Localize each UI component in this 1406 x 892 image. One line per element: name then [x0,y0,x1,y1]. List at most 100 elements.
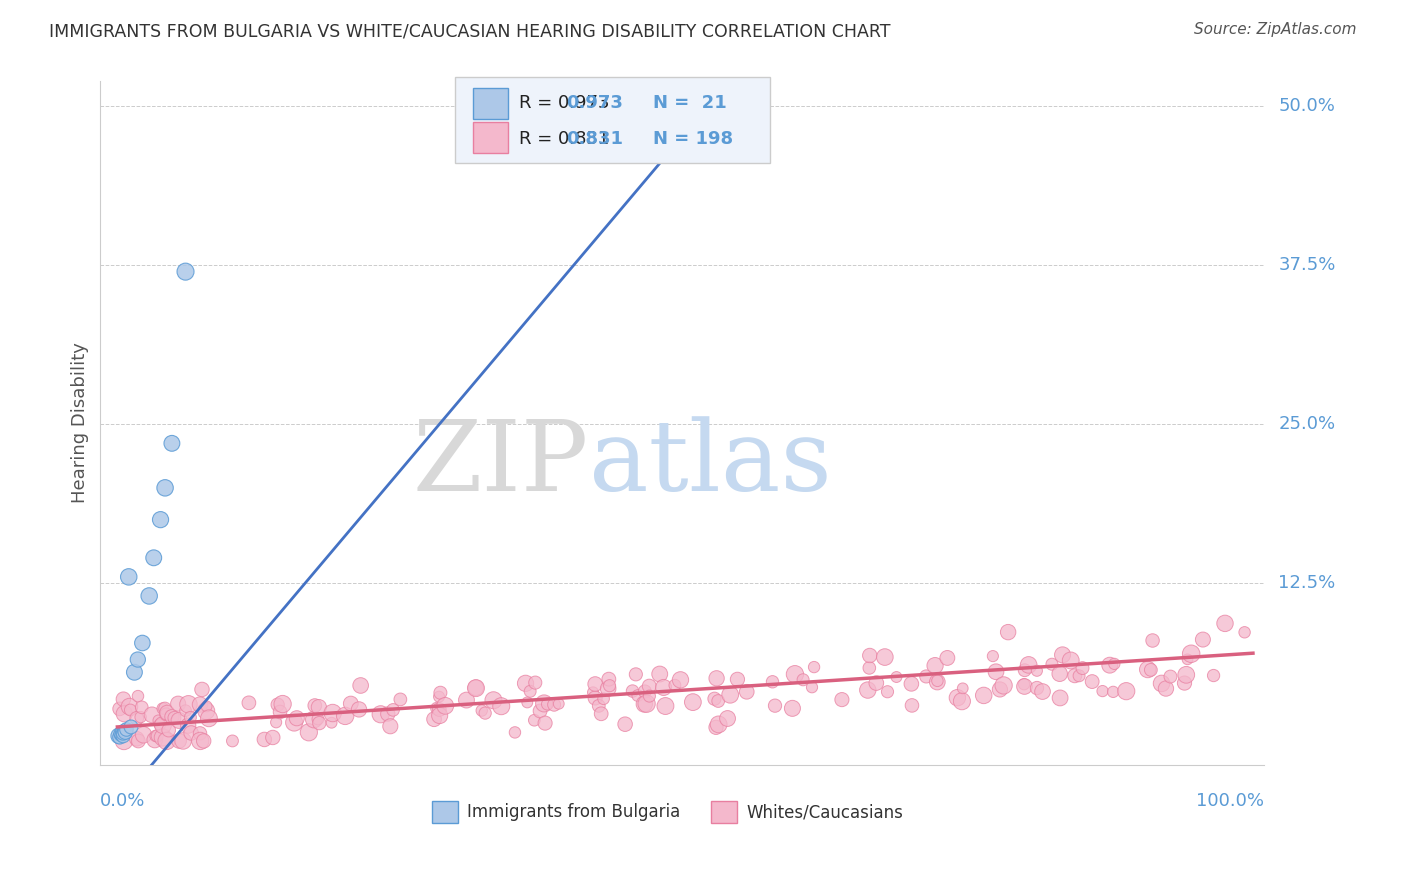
Point [592,691,614,706]
Point [524,675,547,690]
Point [143,733,166,747]
FancyBboxPatch shape [472,87,508,119]
Point [145,729,167,743]
Point [529,704,551,718]
Point [160,436,183,450]
Point [321,715,343,730]
Point [107,729,129,743]
Point [434,698,457,713]
Point [1026,681,1049,695]
Point [707,694,730,708]
Point [152,718,174,732]
Point [112,723,135,738]
Point [582,685,605,699]
Point [155,734,177,748]
FancyBboxPatch shape [456,78,769,163]
Point [515,676,537,690]
Text: IMMIGRANTS FROM BULGARIA VS WHITE/CAUCASIAN HEARING DISABILITY CORRELATION CHART: IMMIGRANTS FROM BULGARIA VS WHITE/CAUCAS… [49,22,891,40]
Y-axis label: Hearing Disability: Hearing Disability [72,343,89,503]
Point [1067,669,1090,683]
Point [382,703,405,717]
Point [598,681,620,696]
Point [936,651,959,665]
Point [193,734,215,748]
Point [1012,677,1035,691]
Point [132,728,155,742]
Point [471,704,494,718]
Point [725,673,748,687]
Point [188,698,211,712]
Point [583,677,606,691]
Point [1140,663,1163,677]
FancyBboxPatch shape [432,801,458,823]
Text: 25.0%: 25.0% [1278,416,1336,434]
Point [322,706,344,720]
Point [110,728,132,742]
Point [112,706,135,721]
Point [598,672,620,686]
Point [1014,680,1036,694]
Point [599,679,621,693]
Text: 0.0%: 0.0% [100,792,146,811]
Point [127,652,149,666]
Point [174,265,197,279]
Point [456,693,478,707]
Point [307,712,329,726]
Point [503,725,526,739]
Point [1031,684,1053,698]
Point [426,701,449,715]
Point [149,513,172,527]
Point [389,692,412,706]
Point [865,676,887,690]
Point [927,673,949,688]
Point [177,719,200,733]
Point [153,481,176,495]
Point [952,681,974,696]
Text: 0.831: 0.831 [567,130,623,148]
Point [285,711,308,725]
Point [142,550,165,565]
Point [1142,633,1164,648]
Point [464,681,486,695]
Point [915,669,938,683]
Point [633,697,655,711]
Point [973,689,995,703]
Point [1102,685,1125,699]
Point [167,714,190,728]
Point [380,719,402,733]
Point [636,697,658,711]
Point [782,701,804,715]
Point [1150,676,1173,690]
Point [1213,616,1236,631]
Point [174,704,197,718]
Point [1040,657,1063,672]
Point [153,701,176,715]
Point [583,691,606,706]
Point [427,690,450,704]
Point [1175,668,1198,682]
Point [1049,666,1071,681]
Point [131,636,153,650]
Point [146,729,169,743]
Point [188,734,211,748]
Text: atlas: atlas [589,417,832,512]
Point [706,671,728,685]
Point [110,726,132,740]
Point [149,717,172,731]
Point [1154,681,1177,696]
Point [114,725,136,739]
Point [803,660,825,674]
Point [638,689,661,703]
Point [1177,652,1199,666]
Point [340,697,363,711]
Point [1052,648,1074,662]
Point [179,710,201,724]
Point [160,710,183,724]
Point [163,711,186,725]
Text: Immigrants from Bulgaria: Immigrants from Bulgaria [467,804,681,822]
Point [648,667,671,681]
Point [377,706,399,721]
Point [302,713,325,727]
Text: N =  21: N = 21 [654,95,727,112]
Point [120,703,142,717]
